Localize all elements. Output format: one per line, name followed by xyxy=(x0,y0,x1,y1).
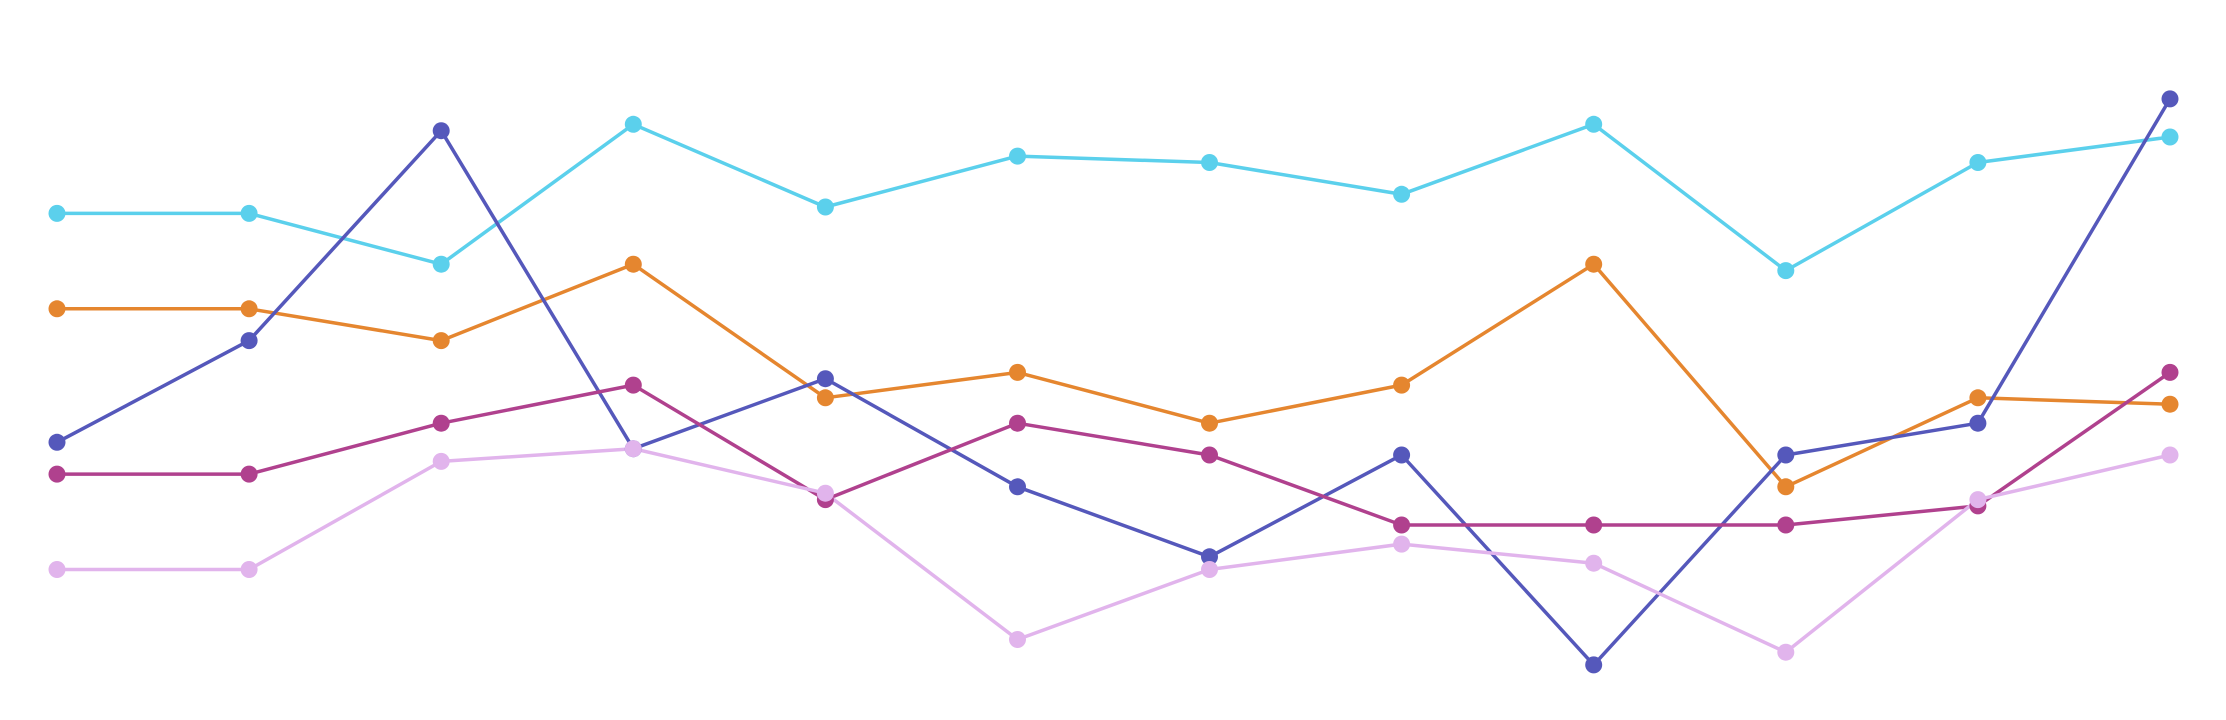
series-3-point-5 xyxy=(816,370,834,388)
series-2-point-5 xyxy=(816,389,834,407)
series-5-point-5 xyxy=(816,484,834,502)
series-4-point-9 xyxy=(1585,516,1603,534)
series-3-point-1 xyxy=(48,433,66,451)
series-2-point-11 xyxy=(1969,389,1987,407)
series-4-point-4 xyxy=(624,376,642,394)
series-4-point-8 xyxy=(1393,516,1411,534)
series-1-point-5 xyxy=(816,198,834,216)
series-1-point-4 xyxy=(624,115,642,133)
series-5-line xyxy=(55,446,2172,654)
series-4-point-7 xyxy=(1201,446,1218,464)
series-4-line xyxy=(55,370,2172,527)
series-5-point-12 xyxy=(2161,446,2179,464)
series-1-point-9 xyxy=(1585,115,1603,133)
series-4-point-6 xyxy=(1009,414,1026,432)
series-2-point-3 xyxy=(432,332,450,350)
series-2-line xyxy=(55,262,2172,489)
series-5-point-3 xyxy=(432,452,450,470)
series-3-point-9 xyxy=(1585,656,1603,674)
series-5-point-10 xyxy=(1777,643,1795,661)
series-3-point-8 xyxy=(1393,446,1411,464)
series-2-point-1 xyxy=(48,300,66,318)
series-1-point-7 xyxy=(1201,154,1218,171)
series-1-line xyxy=(55,122,2172,273)
series-3-point-12 xyxy=(2161,90,2179,108)
series-2-point-8 xyxy=(1393,376,1411,394)
series-3-point-11 xyxy=(1969,414,1987,432)
series-3-line xyxy=(55,97,2172,667)
series-1-point-8 xyxy=(1393,185,1411,203)
series-5-point-1 xyxy=(48,561,66,578)
series-3-point-3 xyxy=(432,122,450,140)
series-1-point-10 xyxy=(1777,262,1795,280)
series-5-point-11 xyxy=(1969,491,1987,509)
series-4-point-3 xyxy=(432,414,450,432)
series-5-point-4 xyxy=(624,440,642,458)
series-4-point-10 xyxy=(1777,516,1795,534)
series-2-point-10 xyxy=(1777,478,1795,496)
series-5-point-2 xyxy=(240,561,258,578)
series-2-point-12 xyxy=(2161,395,2179,413)
series-1-point-6 xyxy=(1009,147,1026,165)
series-4-point-1 xyxy=(48,465,66,483)
series-1-point-11 xyxy=(1969,154,1987,171)
series-2-point-9 xyxy=(1585,255,1603,273)
series-1-point-3 xyxy=(432,255,450,273)
series-1-point-1 xyxy=(48,204,66,222)
series-points xyxy=(48,90,2179,674)
series-3-point-7 xyxy=(1201,548,1218,566)
series-5-point-8 xyxy=(1393,535,1411,553)
series-5-point-6 xyxy=(1009,631,1026,648)
series-4-point-2 xyxy=(240,465,258,483)
series-2-point-2 xyxy=(240,300,258,318)
series-4-point-12 xyxy=(2161,363,2179,381)
series-5-point-9 xyxy=(1585,554,1603,572)
series-3-point-2 xyxy=(240,332,258,350)
series-lines xyxy=(55,97,2172,667)
series-3-point-6 xyxy=(1009,478,1026,496)
series-2-point-4 xyxy=(624,255,642,273)
series-2-point-6 xyxy=(1009,363,1026,381)
series-1-point-12 xyxy=(2161,128,2179,146)
series-3-point-10 xyxy=(1777,446,1795,464)
series-5-point-7 xyxy=(1201,561,1218,578)
series-1-point-2 xyxy=(240,204,258,222)
series-2-point-7 xyxy=(1201,414,1218,432)
